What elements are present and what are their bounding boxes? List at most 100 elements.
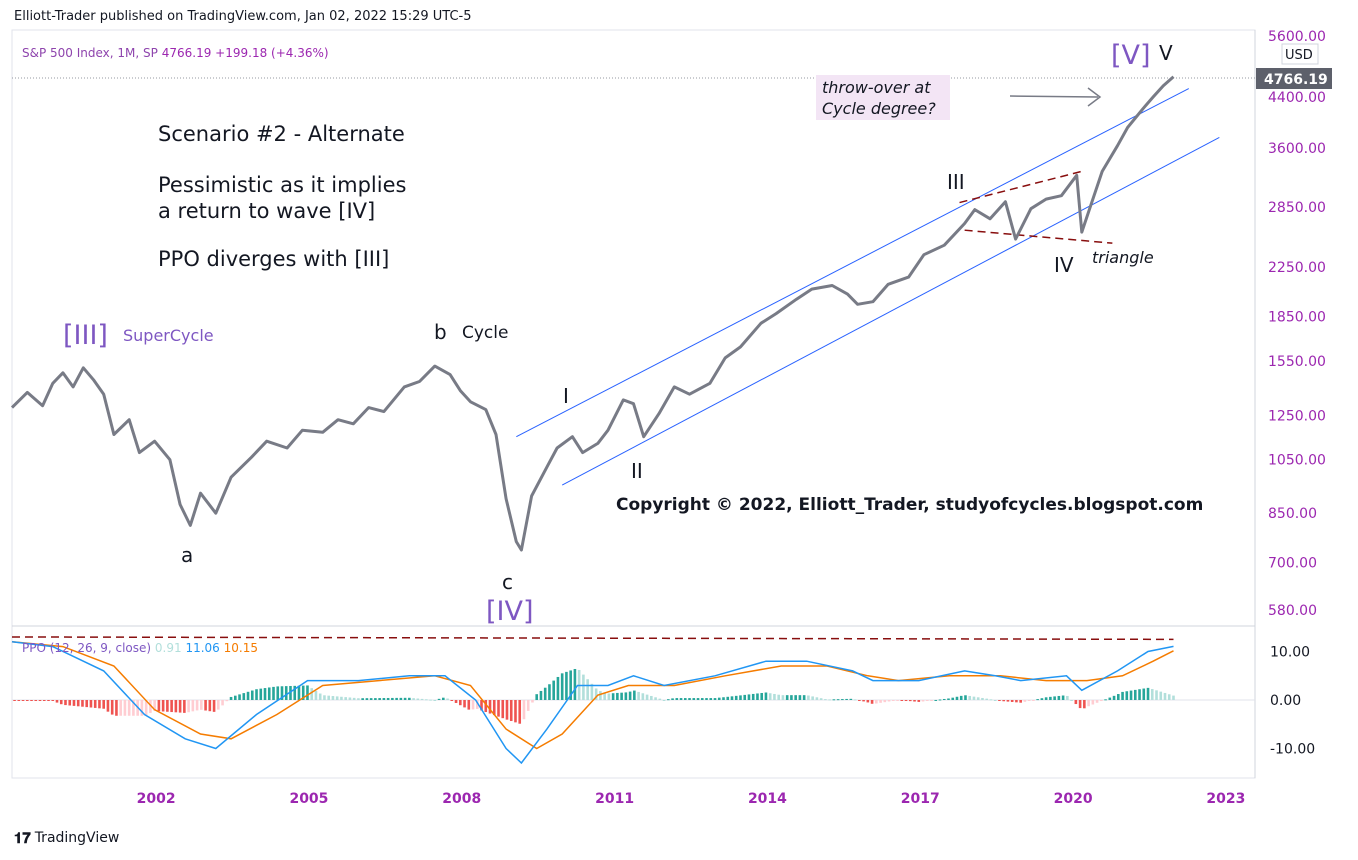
ppo-histogram-bar — [908, 700, 912, 702]
ppo-histogram-bar — [1108, 697, 1112, 700]
ppo-histogram-bar — [675, 698, 679, 700]
ppo-histogram-bar — [374, 698, 377, 700]
ppo-histogram-bar — [102, 700, 105, 709]
ppo-histogram-bar — [429, 699, 432, 701]
ppo-histogram-bar — [1049, 696, 1052, 700]
ppo-histogram-bar — [59, 700, 63, 705]
ppo-histogram-bar — [21, 700, 25, 701]
ppo-histogram-bar — [89, 700, 93, 708]
price-tick-label: 1250.00 — [1268, 409, 1326, 425]
ppo-histogram-bar — [599, 691, 602, 700]
ppo-histogram-bar — [246, 691, 250, 700]
ppo-histogram-bar — [47, 700, 50, 701]
ppo-legend-ppo: 11.06 — [185, 641, 223, 655]
ppo-histogram-bar — [412, 698, 415, 700]
ppo-histogram-bar — [1125, 691, 1129, 700]
ppo-legend-hist: 0.91 — [155, 641, 186, 655]
ppo-histogram-bar — [327, 695, 330, 700]
ppo-histogram-bar — [959, 695, 963, 700]
ppo-histogram-bar — [607, 693, 611, 700]
currency-box — [1281, 43, 1319, 65]
ppo-histogram-bar — [692, 698, 696, 700]
ppo-histogram-bar — [794, 695, 797, 700]
footer[interactable]: 𝟏𝟕 TradingView — [14, 829, 119, 847]
ppo-histogram-bar — [348, 697, 352, 700]
ppo-histogram-bar — [76, 700, 80, 707]
symbol-name: S&P 500 Index, 1M, SP — [22, 46, 158, 60]
ppo-histogram-bar — [1023, 700, 1027, 702]
ppo-histogram-bar — [72, 700, 76, 706]
ppo-histogram-bar — [1142, 688, 1146, 700]
ppo-histogram-bar — [361, 698, 364, 700]
ppo-histogram-bar — [1027, 700, 1031, 701]
ppo-histogram-bar — [722, 697, 725, 700]
ppo-histogram-bar — [620, 692, 623, 700]
ppo-histogram-bar — [858, 700, 861, 701]
scenario-title: Scenario #2 - Alternate — [158, 122, 405, 146]
wave-label-ii: II — [631, 459, 643, 483]
ppo-histogram-bar — [1159, 691, 1163, 700]
wave-label-iv: IV — [1054, 253, 1074, 277]
ppo-histogram-bar — [38, 700, 42, 701]
ppo-histogram-bar — [1078, 700, 1082, 709]
ppo-histogram-bar — [777, 694, 780, 700]
ppo-histogram-bar — [700, 698, 704, 700]
ppo-histogram-bar — [556, 676, 560, 700]
ppo-histogram-bar — [565, 671, 568, 700]
ppo-histogram-bar — [734, 695, 738, 700]
throwover-note-box — [816, 75, 950, 120]
ppo-histogram-bar — [55, 700, 59, 703]
ppo-histogram-bar — [836, 699, 840, 701]
tradingview-logo-icon: 𝟏𝟕 — [14, 829, 31, 847]
ppo-histogram-bar — [442, 697, 445, 700]
ppo-histogram-bar — [603, 692, 606, 700]
ppo-histogram-bar — [484, 700, 488, 713]
ppo-histogram-bar — [1061, 695, 1065, 700]
ppo-histogram-bar — [743, 694, 747, 700]
price-tick-label: 3600.00 — [1268, 141, 1326, 157]
ppo-histogram-bar — [501, 700, 505, 719]
ppo-histogram-bar — [1070, 700, 1073, 701]
note-pessimistic-2: a return to wave [IV] — [158, 199, 375, 223]
ppo-histogram-bar — [480, 700, 483, 711]
ppo-histogram-bar — [446, 698, 449, 700]
ppo-histogram-bar — [981, 697, 984, 700]
ppo-histogram-bar — [879, 700, 882, 703]
ppo-histogram-bar — [832, 699, 836, 701]
ppo-histogram-bar — [904, 700, 908, 701]
ppo-histogram-bar — [781, 695, 785, 700]
currency-label: USD — [1285, 48, 1313, 63]
ppo-histogram-bar — [586, 679, 589, 700]
ppo-histogram-bar — [993, 700, 997, 701]
ppo-histogram-bar — [658, 698, 662, 700]
ppo-histogram-bar — [505, 700, 509, 720]
ppo-histogram-bar — [828, 699, 831, 701]
ppo-histogram-bar — [238, 694, 241, 700]
ppo-histogram-bar — [824, 699, 827, 701]
ppo-histogram-bar — [590, 683, 594, 700]
wave-label-b: b — [434, 320, 447, 344]
ppo-histogram-bar — [42, 700, 46, 701]
ppo-histogram-bar — [425, 699, 428, 701]
ppo-histogram-bar — [942, 698, 946, 700]
ppo-histogram-bar — [811, 696, 814, 700]
ppo-histogram-bar — [790, 695, 793, 700]
ppo-histogram-bar — [1040, 698, 1044, 700]
ppo-histogram-bar — [756, 693, 759, 700]
ppo-histogram-bar — [976, 697, 980, 700]
degree-label-supercycle: SuperCycle — [123, 326, 214, 345]
ppo-histogram-bar — [582, 674, 585, 700]
ppo-histogram-bar — [896, 700, 899, 701]
ppo-histogram-bar — [1057, 695, 1061, 700]
throwover-note-2: Cycle degree? — [822, 99, 936, 118]
ppo-histogram-bar — [81, 700, 84, 707]
ppo-histogram-bar — [221, 700, 224, 706]
price-tick-label: 1550.00 — [1268, 354, 1326, 370]
ppo-histogram-bar — [267, 687, 271, 700]
ppo-histogram-bar — [157, 700, 161, 712]
ppo-histogram-bar — [284, 686, 288, 700]
ppo-histogram-bar — [705, 698, 708, 700]
ppo-histogram-bar — [191, 700, 195, 712]
ppo-histogram-bar — [1155, 690, 1158, 700]
